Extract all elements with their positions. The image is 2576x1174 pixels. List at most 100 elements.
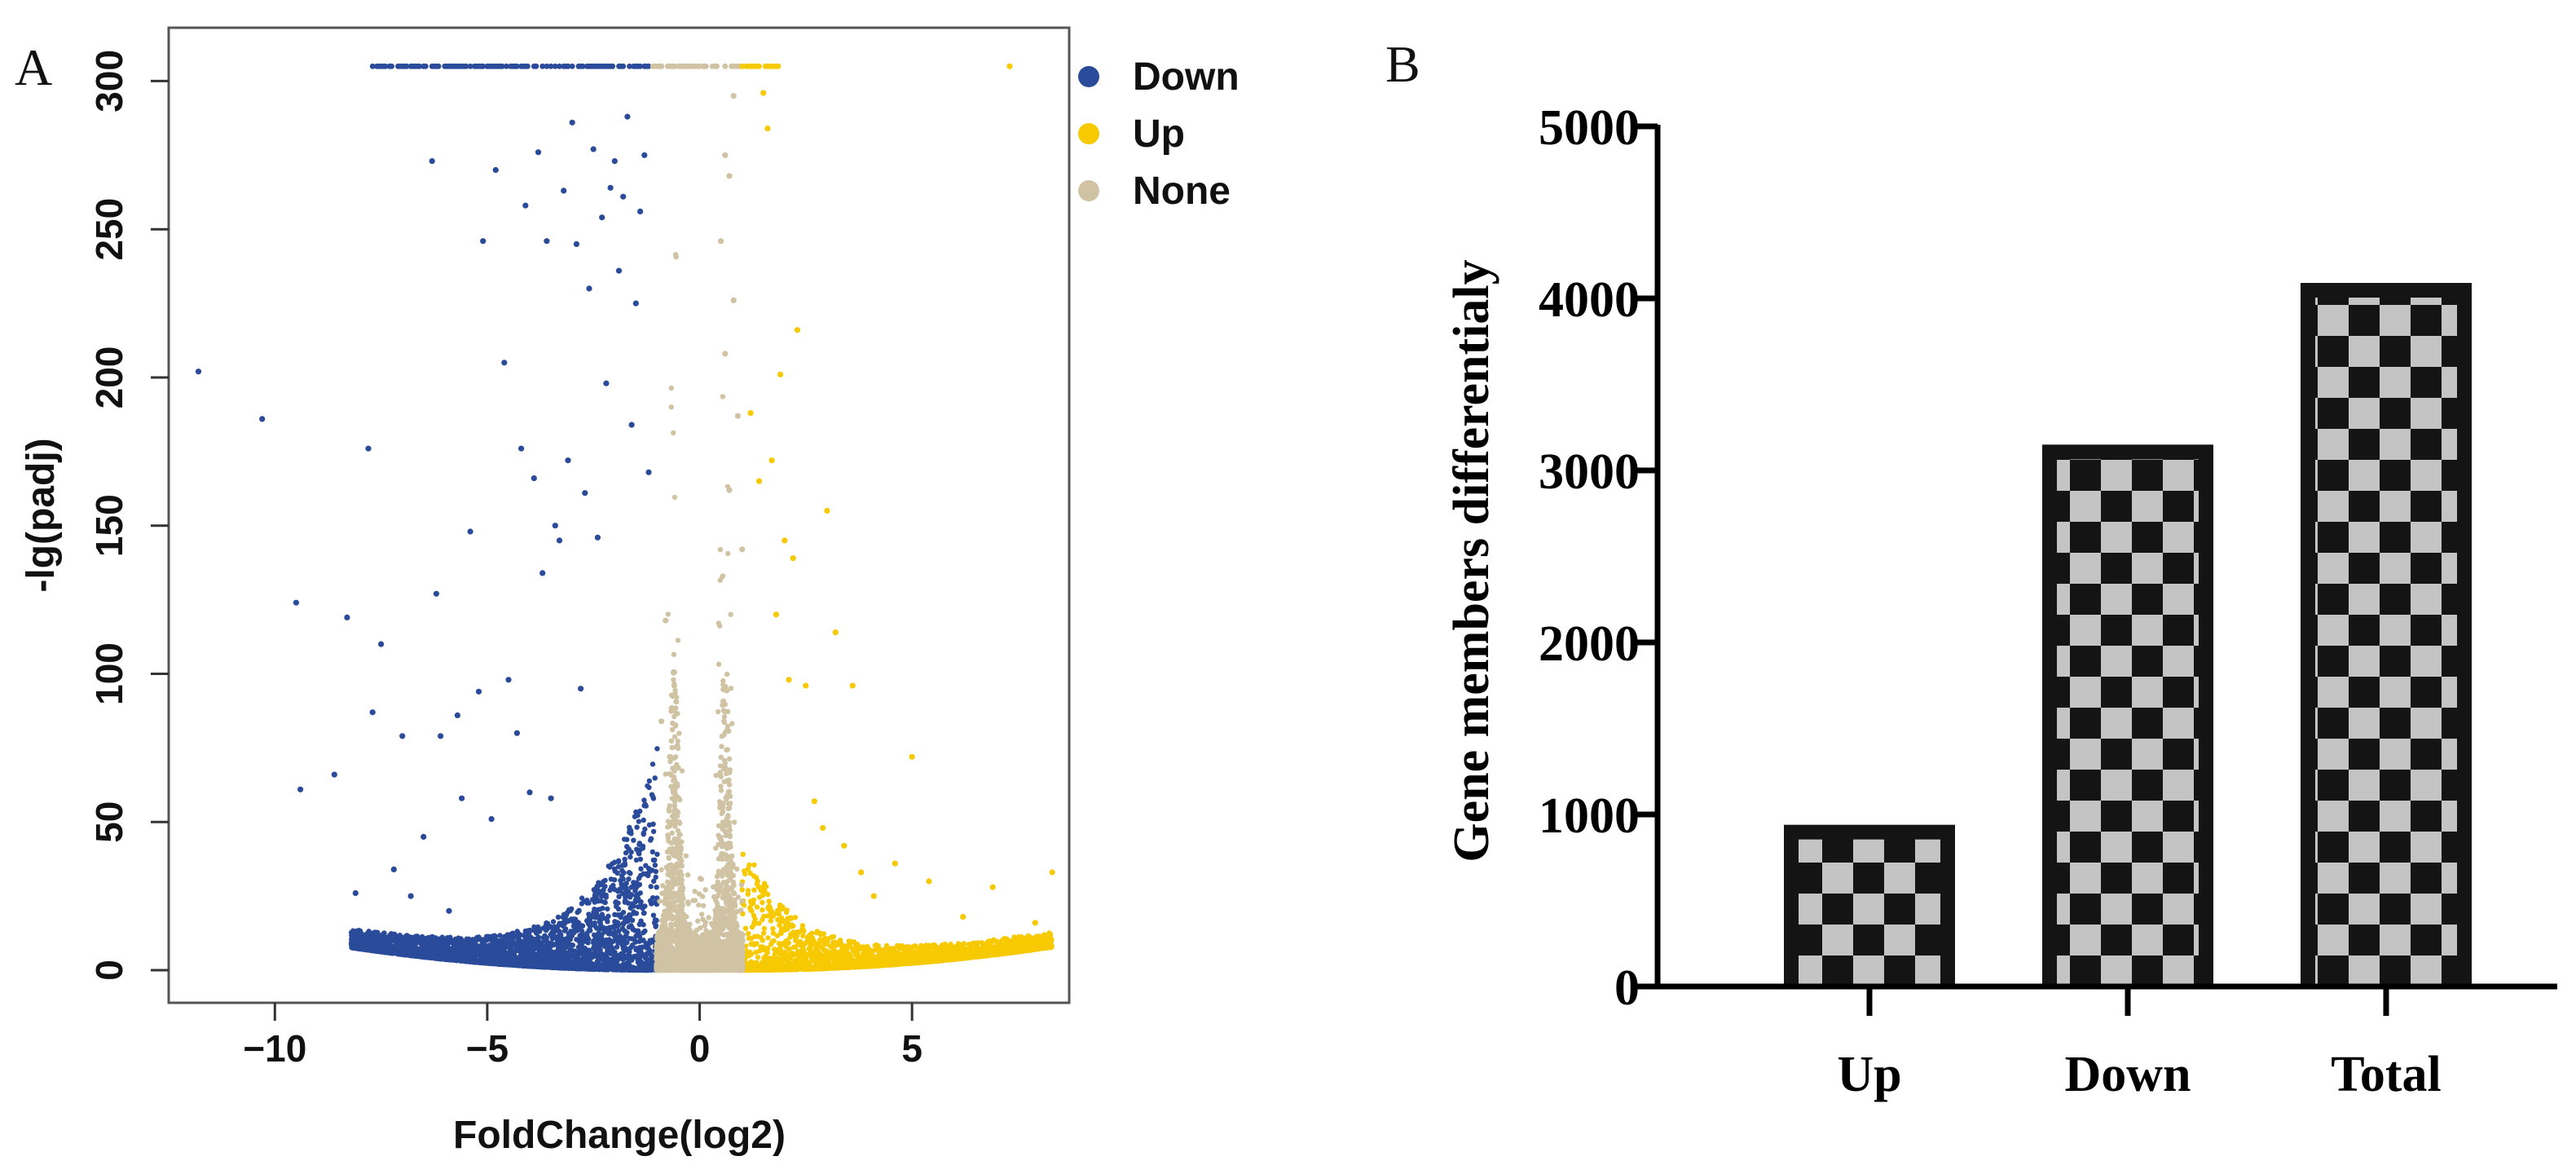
density-dot-down — [620, 876, 626, 882]
density-dot-down — [633, 955, 640, 960]
density-dot-down — [537, 963, 543, 969]
density-dot-down — [454, 945, 460, 951]
density-dot-down — [482, 960, 487, 965]
density-dot-down — [523, 953, 530, 959]
density-dot-down — [633, 911, 640, 916]
density-dot-down — [509, 940, 515, 947]
density-dot-down — [516, 933, 522, 939]
density-dot-down — [612, 919, 618, 925]
density-dot-down — [368, 947, 373, 952]
density-dot-down — [563, 912, 569, 919]
density-dot-down — [393, 940, 399, 947]
density-dot-down — [417, 954, 424, 960]
density-dot-up — [807, 948, 813, 954]
density-dot-down — [597, 918, 602, 925]
density-dot-down — [650, 793, 656, 799]
density-dot-down — [619, 863, 626, 868]
density-dot-down — [615, 858, 622, 864]
density-dot-down — [641, 910, 647, 916]
density-dot-down — [650, 821, 656, 827]
density-dot-down — [496, 952, 502, 958]
density-dot-down — [613, 899, 619, 906]
density-dot-up — [751, 873, 757, 879]
density-dot-down — [640, 843, 646, 850]
density-dot-down — [621, 948, 627, 954]
density-dot-down — [535, 934, 541, 940]
density-dot-up — [751, 912, 757, 919]
density-dot-down — [461, 948, 468, 955]
density-dot-down — [617, 933, 623, 939]
density-dot-down — [399, 935, 405, 941]
density-dot-down — [612, 967, 619, 973]
density-dot-down — [531, 946, 538, 951]
density-dot-down — [372, 935, 378, 941]
density-dot-down — [424, 949, 429, 956]
density-dot-down — [638, 866, 644, 872]
density-dot-down — [589, 966, 596, 972]
density-dot-down — [566, 936, 571, 942]
density-dot-down — [637, 808, 643, 814]
density-dot-down — [601, 893, 607, 898]
density-dot-down — [602, 966, 608, 972]
density-dot-down — [387, 949, 393, 955]
density-dot-down — [645, 783, 650, 789]
density-dot-down — [624, 953, 630, 959]
density-dot-down — [495, 944, 500, 950]
density-dot-up — [754, 904, 760, 910]
density-dot-down — [497, 933, 503, 938]
density-dot-down — [638, 903, 644, 909]
density-dot-down — [583, 961, 589, 967]
density-dot-up — [742, 925, 749, 931]
density-dot-down — [650, 849, 655, 855]
density-dot-down — [360, 933, 366, 939]
density-dot-up — [792, 944, 798, 950]
density-dot-down — [522, 931, 528, 938]
density-dot-down — [642, 966, 648, 973]
density-dot-down — [642, 903, 648, 909]
density-dot-down — [623, 891, 629, 898]
density-dot-down — [405, 941, 412, 947]
density-dot-up — [761, 925, 768, 932]
density-dot-down — [636, 945, 643, 951]
density-dot-down — [447, 956, 453, 963]
density-dot-down — [592, 948, 597, 954]
density-dot-down — [573, 949, 579, 955]
density-dot-down — [586, 916, 592, 921]
density-dot-down — [650, 761, 656, 767]
density-dot-down — [447, 934, 453, 940]
density-dot-down — [546, 953, 552, 959]
density-dot-down — [623, 850, 629, 856]
density-dot-down — [580, 966, 587, 972]
density-dot-down — [598, 898, 604, 904]
density-dot-down — [633, 857, 640, 863]
density-dot-down — [605, 906, 610, 912]
density-dot-down — [562, 920, 568, 926]
density-dot-down — [626, 870, 632, 876]
density-dot-down — [570, 953, 575, 960]
density-dot-down — [407, 935, 413, 941]
density-dot-down — [636, 938, 642, 944]
density-dot-down — [648, 837, 654, 843]
density-dot-down — [377, 933, 384, 939]
density-dot-down — [366, 933, 372, 939]
density-dot-down — [615, 864, 622, 870]
density-dot-down — [412, 933, 419, 939]
density-dot-down — [593, 911, 600, 916]
density-dot-down — [622, 899, 627, 905]
density-dot-up — [760, 916, 765, 923]
density-dot-down — [601, 915, 607, 921]
density-dot-down — [627, 913, 633, 919]
density-dot-down — [505, 962, 511, 968]
density-dot-down — [645, 959, 651, 964]
density-dot-down — [548, 964, 554, 970]
density-dot-down — [652, 899, 658, 906]
density-dot-down — [359, 940, 364, 946]
density-dot-down — [566, 942, 571, 947]
density-dot-down — [646, 778, 652, 784]
panel-label-a: A — [15, 38, 52, 96]
density-dot-down — [627, 894, 633, 900]
density-dot-down — [597, 907, 603, 912]
density-dot-down — [434, 938, 440, 944]
density-dot-up — [800, 933, 806, 939]
density-dot-down — [568, 917, 574, 924]
